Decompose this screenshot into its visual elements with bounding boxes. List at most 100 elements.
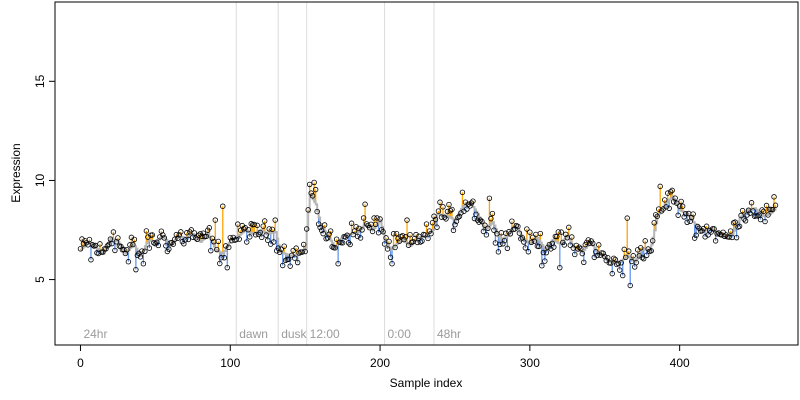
data-point [501, 238, 508, 244]
data-point [372, 221, 379, 228]
data-point [236, 236, 242, 242]
data-point [272, 217, 278, 223]
data-point [644, 252, 650, 258]
data-point [611, 255, 617, 262]
data-point [557, 264, 563, 271]
data-point [590, 240, 596, 246]
data-point [772, 202, 779, 208]
x-tick-label: 200 [370, 356, 390, 370]
data-point [299, 249, 305, 255]
data-point [711, 226, 717, 232]
data-point [726, 234, 732, 240]
data-point [630, 253, 636, 259]
data-point [617, 267, 623, 273]
y-tick-label: 15 [33, 74, 47, 88]
data-point [166, 246, 172, 252]
data-point [350, 231, 356, 238]
data-point [741, 216, 747, 222]
data-point [762, 218, 768, 225]
data-point [296, 250, 302, 256]
region-label: dusk [281, 327, 307, 341]
data-point [759, 207, 765, 213]
data-point [169, 239, 175, 246]
data-point [521, 239, 527, 245]
data-point [118, 243, 124, 250]
data-point [567, 242, 574, 248]
data-point [92, 242, 99, 249]
data-point [600, 250, 606, 256]
data-point [458, 210, 464, 216]
data-point [193, 235, 199, 241]
data-point [233, 236, 239, 243]
data-point [681, 214, 687, 220]
data-point [366, 225, 373, 231]
data-point [771, 194, 777, 200]
data-point [455, 214, 461, 221]
data-point [360, 215, 367, 221]
data-point [251, 221, 257, 228]
data-point [257, 229, 263, 236]
data-point [447, 207, 454, 214]
region-label: 24hr [83, 327, 107, 341]
data-point [733, 234, 740, 241]
data-point [648, 248, 654, 254]
data-point [371, 215, 377, 221]
data-point [88, 257, 94, 263]
data-point [224, 264, 230, 271]
data-point [344, 232, 350, 238]
data-point [444, 208, 451, 215]
data-point [593, 249, 599, 255]
data-point [318, 227, 325, 234]
data-point [206, 225, 212, 231]
data-point [470, 198, 476, 204]
data-point [438, 214, 445, 220]
data-point [641, 255, 647, 262]
data-point [125, 259, 132, 265]
data-point [149, 232, 156, 238]
data-point [485, 225, 491, 232]
data-point [708, 229, 714, 235]
data-point [248, 221, 254, 227]
data-point [191, 230, 198, 236]
data-point [326, 231, 332, 237]
data-point [413, 231, 419, 238]
data-point [335, 261, 341, 267]
data-point [516, 230, 523, 236]
data-point [667, 189, 674, 195]
data-point [551, 244, 557, 250]
data-point [528, 239, 535, 246]
data-point [291, 255, 298, 261]
data-point [423, 221, 430, 227]
data-point [112, 247, 118, 254]
data-point [100, 249, 106, 255]
data-point [124, 247, 130, 253]
data-point [302, 248, 308, 255]
data-point [212, 217, 218, 223]
data-point [477, 217, 484, 223]
data-point [449, 206, 455, 213]
data-point [739, 207, 746, 214]
y-axis-label: Expression [9, 143, 23, 202]
data-point [569, 234, 575, 240]
data-point [626, 248, 632, 254]
data-point [321, 222, 328, 228]
data-point [495, 249, 502, 255]
data-point [639, 254, 645, 261]
data-point [443, 216, 449, 222]
data-point [652, 212, 659, 218]
data-point [217, 260, 223, 267]
data-point [649, 238, 656, 244]
data-point [309, 193, 316, 199]
y-tick-label: 5 [33, 276, 47, 283]
data-point [425, 235, 431, 242]
data-point [247, 234, 253, 240]
data-point [104, 243, 111, 249]
data-point [308, 190, 314, 196]
data-point [163, 243, 169, 249]
data-point [77, 246, 84, 252]
data-point [664, 190, 671, 196]
data-point [621, 246, 627, 253]
data-point [527, 229, 533, 235]
data-point [437, 199, 443, 205]
data-point [608, 260, 614, 266]
